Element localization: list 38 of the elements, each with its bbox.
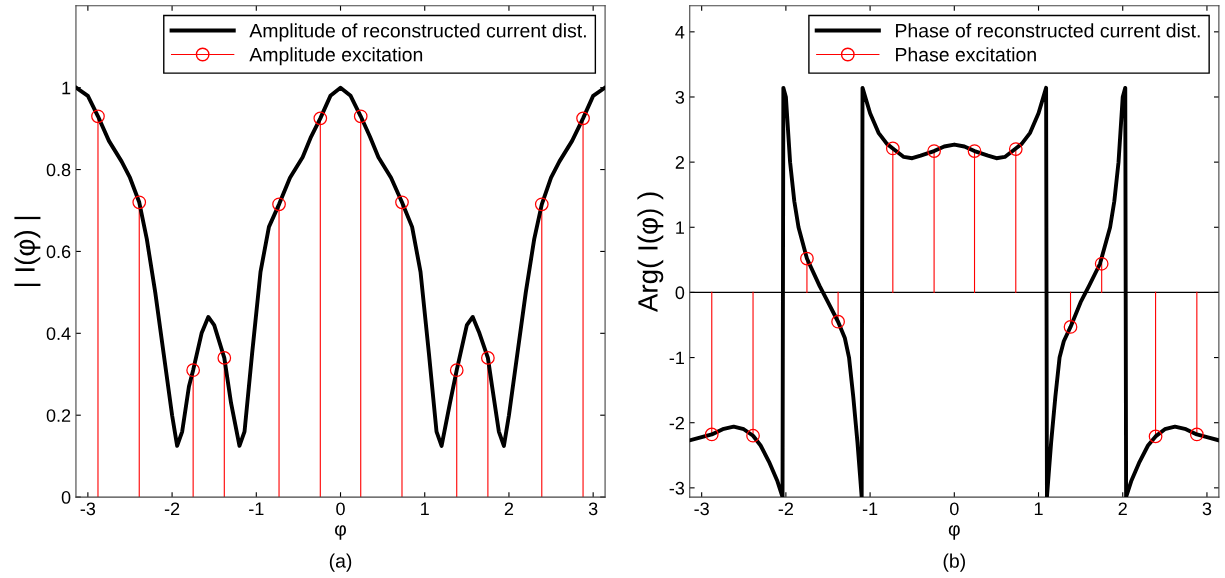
y-tick-label: 2	[675, 156, 684, 169]
y-tick-label: 1	[676, 221, 684, 234]
x-tick-label: 0	[949, 502, 959, 516]
x-tick-label: -2	[778, 502, 793, 516]
y-tick-label: 0.6	[46, 245, 71, 259]
x-tick-label: 3	[1202, 502, 1212, 516]
y-tick-label: 4	[675, 25, 685, 39]
x-tick-label: 1	[1034, 502, 1043, 516]
y-tick-label: 0	[675, 286, 685, 300]
legend-label: Amplitude excitation	[249, 47, 423, 66]
x-tick-label: 1	[421, 502, 429, 516]
x-axis-title: φ	[335, 525, 346, 540]
y-tick-label: 0	[61, 491, 71, 504]
x-tick-label: 3	[588, 502, 598, 516]
y-tick-label: 1	[62, 81, 71, 95]
x-tick-label: -1	[862, 502, 878, 516]
x-tick-label: -3	[80, 502, 96, 516]
text: (b)	[943, 553, 965, 572]
text: (a)	[329, 553, 352, 572]
y-tick-label: 0.2	[46, 409, 71, 422]
y-tick-label: -3	[669, 481, 685, 495]
x-tick-label: -2	[164, 502, 180, 516]
y-tick-label: 0.8	[46, 163, 71, 177]
x-axis-title: φ	[948, 525, 960, 540]
legend-label: Phase of reconstructed current dist.	[896, 23, 1200, 38]
y-tick-label: 3	[675, 90, 685, 104]
x-tick-label: 2	[1118, 502, 1127, 516]
legend-label: Phase excitation	[896, 47, 1036, 62]
y-tick-label: 0.4	[46, 327, 71, 341]
y-tick-label: -2	[669, 416, 684, 430]
y-axis-title: Arg( I(φ) )	[637, 192, 664, 313]
x-tick-label: 2	[504, 502, 514, 516]
x-tick-label: -1	[249, 502, 264, 516]
legend-label: Amplitude of reconstructed current dist.	[249, 23, 586, 42]
x-tick-label: -3	[694, 502, 709, 516]
y-tick-label: -1	[669, 351, 684, 365]
y-axis-title: | I(φ) |	[14, 216, 41, 286]
x-tick-label: 0	[336, 502, 345, 516]
